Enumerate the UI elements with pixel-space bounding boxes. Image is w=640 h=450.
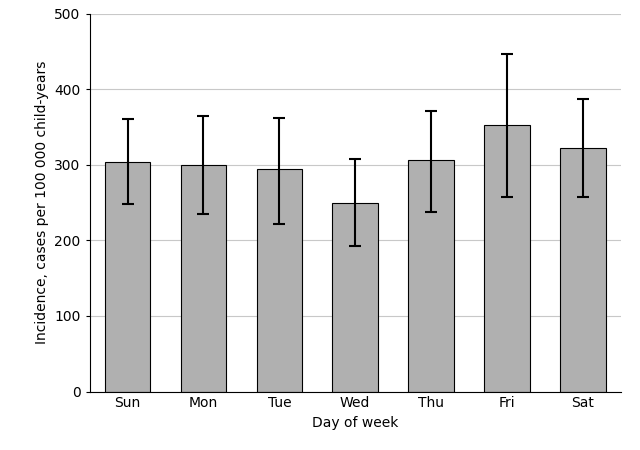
- Bar: [105, 162, 150, 392]
- Bar: [560, 148, 605, 392]
- Bar: [332, 202, 378, 392]
- X-axis label: Day of week: Day of week: [312, 416, 398, 430]
- Y-axis label: Incidence, cases per 100 000 child-years: Incidence, cases per 100 000 child-years: [35, 61, 49, 344]
- Bar: [257, 169, 302, 392]
- Bar: [408, 160, 454, 392]
- Bar: [484, 126, 530, 392]
- Bar: [180, 165, 226, 392]
